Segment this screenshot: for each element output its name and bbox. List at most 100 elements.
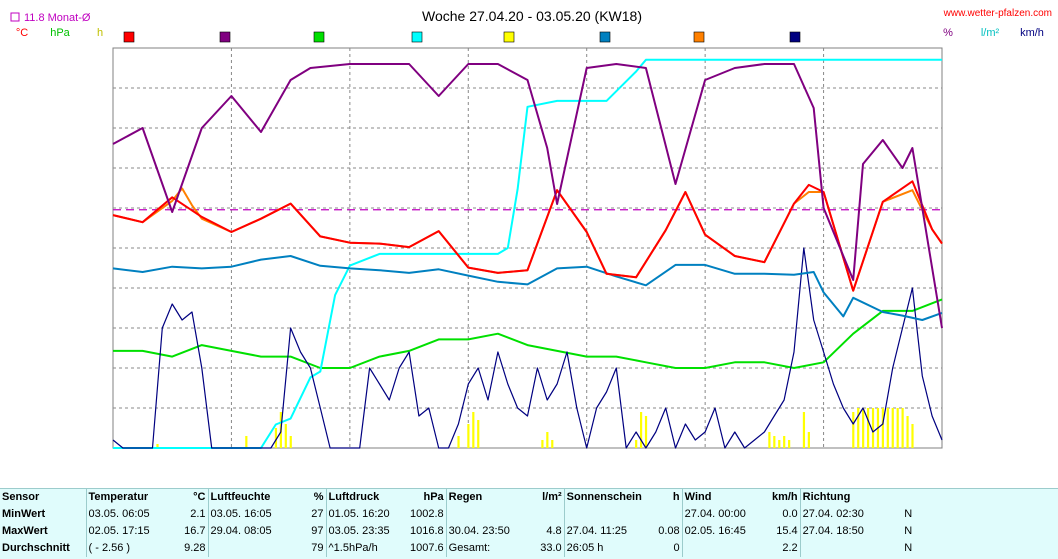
series-line-luftdruck	[113, 298, 943, 369]
sunshine-bar	[906, 416, 909, 448]
sunshine-bar	[284, 424, 287, 448]
sunshine-bar	[245, 436, 248, 448]
stats-cell: 27.04. 11:25	[563, 523, 649, 540]
series-line-luftfeuchte	[112, 63, 943, 329]
stats-cell: 01.05. 16:20	[325, 506, 408, 523]
stats-cell: 27.04. 02:30	[799, 506, 885, 523]
unit-temp: °C	[16, 27, 28, 39]
sunshine-bar	[886, 408, 889, 448]
stats-cell	[445, 506, 531, 523]
legend-swatch	[411, 31, 423, 43]
stats-cell: 29.04. 08:05	[207, 523, 296, 540]
stats-cell: 02.05. 16:45	[681, 523, 767, 540]
stats-cell	[648, 506, 682, 523]
stats-header-hum: Luftfeuchte	[207, 489, 296, 506]
sunshine-bar	[477, 420, 480, 448]
sunshine-bar	[768, 432, 771, 448]
stats-cell: 79	[311, 542, 324, 554]
sunshine-bar	[467, 424, 470, 448]
stats-header-row: Sensor Temperatur °C Luftfeuchte % Luftd…	[0, 489, 914, 506]
stats-table: Sensor Temperatur °C Luftfeuchte % Luftd…	[0, 489, 914, 557]
sunshine-bar	[783, 436, 786, 448]
sunshine-bar	[901, 408, 904, 448]
stats-cell	[563, 506, 649, 523]
sunshine-bar	[896, 408, 899, 448]
unit-labels: °C hPa h % l/m² km/h	[16, 27, 1044, 39]
stats-cell: 03.05. 23:35	[325, 523, 408, 540]
legend-swatch	[219, 31, 231, 43]
stats-cell	[207, 540, 296, 557]
stats-header-dir: Richtung	[799, 489, 885, 506]
unit-wind: km/h	[1020, 27, 1044, 39]
stats-cell: 4.8	[546, 525, 562, 537]
series-line-windboeen	[112, 247, 943, 449]
stats-header-rain-unit: l/m²	[542, 491, 562, 503]
chart-title: Woche 27.04.20 - 03.05.20 (KW18)	[422, 8, 642, 24]
sunshine-bar	[778, 440, 781, 448]
stats-header-press: Luftdruck	[325, 489, 408, 506]
grid	[113, 48, 942, 448]
sunshine-bar	[546, 432, 549, 448]
stats-cell: 26:05 h	[563, 540, 649, 557]
legend-swatch	[503, 31, 515, 43]
sunshine-bar	[472, 412, 475, 448]
stats-header-hum-unit: %	[313, 491, 324, 503]
sunshine-bar	[862, 408, 865, 448]
sunshine-bar	[551, 440, 554, 448]
sunshine-bar	[881, 408, 884, 448]
stats-cell: N	[904, 542, 913, 554]
stats-cell: 33.0	[540, 542, 562, 554]
stats-row-max: MaxWert 02.05. 17:15 16.7 29.04. 08:05 9…	[0, 523, 914, 540]
stats-cell: 2.1	[190, 508, 206, 520]
avg-marker-icon	[10, 12, 20, 22]
legend	[123, 31, 801, 43]
stats-cell: 1016.8	[410, 525, 444, 537]
stats-cell: 03.05. 16:05	[207, 506, 296, 523]
sunshine-bar	[852, 412, 855, 448]
sunshine-bar	[866, 408, 870, 448]
stats-cell: MaxWert	[2, 525, 48, 537]
legend-swatch	[789, 31, 801, 43]
website-link[interactable]: www.wetter-pfalzen.com	[943, 8, 1052, 19]
sunshine-bar	[857, 408, 860, 448]
stats-cell: 9.28	[184, 542, 206, 554]
stats-cell	[799, 540, 885, 557]
stats-header-blank	[884, 489, 914, 506]
stats-header-wind: Wind	[681, 489, 767, 506]
stats-cell: 02.05. 17:15	[85, 523, 176, 540]
stats-header-press-unit: hPa	[423, 491, 444, 503]
sunshine-bar	[639, 412, 643, 448]
sunshine-bar	[891, 408, 894, 448]
sunshine-bar	[802, 412, 806, 448]
sunshine-bar	[788, 440, 791, 448]
stats-header-sensor: Sensor	[2, 491, 40, 503]
stats-cell: MinWert	[2, 508, 46, 520]
stats-header-wind-unit: km/h	[771, 491, 798, 503]
stats-cell: 27.04. 00:00	[681, 506, 767, 523]
stats-cell	[681, 540, 767, 557]
legend-swatch	[313, 31, 325, 43]
stats-panel: Sensor Temperatur °C Luftfeuchte % Luftd…	[0, 488, 1058, 559]
stats-cell: 0	[673, 542, 680, 554]
unit-sun: h	[97, 27, 103, 39]
stats-cell: 27	[311, 508, 324, 520]
unit-press: hPa	[50, 27, 70, 39]
stats-cell: 15.4	[776, 525, 798, 537]
sunshine-bar	[644, 416, 648, 448]
sunshine-bar	[541, 440, 544, 448]
unit-rain: l/m²	[981, 27, 1000, 39]
unit-hum: %	[943, 27, 953, 39]
stats-cell	[530, 506, 564, 523]
sunshine-bar	[773, 436, 776, 448]
stats-cell: 97	[311, 525, 324, 537]
stats-header-rain: Regen	[445, 489, 531, 506]
sunshine-bar	[274, 428, 278, 448]
stats-header-temp: Temperatur	[85, 489, 176, 506]
stats-row-avg: Durchschnitt ( - 2.56 ) 9.28 79 ^1.5hPa/…	[0, 540, 914, 557]
stats-cell: N	[904, 525, 913, 537]
stats-header-sun: Sonnenschein	[563, 489, 649, 506]
stats-cell: Gesamt:	[445, 540, 531, 557]
stats-cell: N	[904, 508, 913, 520]
stats-cell: 0.0	[782, 508, 798, 520]
legend-swatch	[123, 31, 135, 43]
